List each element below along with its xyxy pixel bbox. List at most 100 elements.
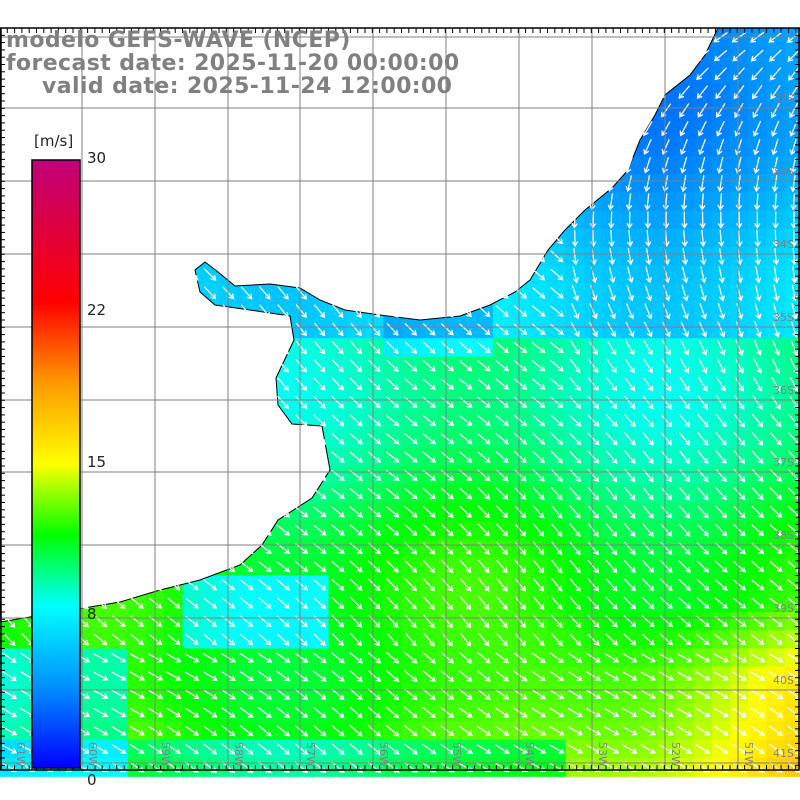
latitude-label: 33S — [773, 165, 794, 178]
wind-arrow-icon — [754, 284, 762, 302]
wind-arrow-icon — [258, 249, 271, 263]
wind-arrow-icon — [732, 578, 747, 591]
wind-arrow-icon — [640, 689, 656, 699]
wind-arrow-icon — [680, 175, 687, 193]
wind-arrow-icon — [678, 505, 691, 519]
wind-arrow-icon — [718, 229, 725, 248]
wind-arrow-icon — [478, 578, 490, 592]
wind-arrow-icon — [385, 651, 400, 664]
wind-arrow-icon — [130, 286, 144, 299]
wind-arrow-icon — [239, 597, 254, 609]
wind-arrow-icon — [112, 359, 125, 373]
wind-arrow-icon — [385, 688, 400, 701]
wind-arrow-icon — [699, 303, 708, 320]
wind-arrow-icon — [239, 505, 254, 518]
wind-arrow-icon — [440, 651, 455, 664]
wind-arrow-icon — [276, 706, 291, 719]
wind-arrow-icon — [21, 103, 34, 118]
wind-arrow-icon — [642, 523, 654, 537]
wind-arrow-icon — [495, 670, 510, 682]
wind-arrow-icon — [496, 121, 508, 136]
wind-arrow-icon — [551, 541, 563, 556]
wind-arrow-icon — [204, 340, 216, 355]
wind-arrow-icon — [276, 670, 291, 682]
wind-arrow-icon — [203, 67, 217, 80]
wind-arrow-icon — [769, 524, 783, 537]
wind-arrow-icon — [532, 596, 545, 610]
wind-arrow-icon — [660, 523, 673, 537]
wind-arrow-icon — [750, 743, 765, 755]
wind-arrow-icon — [277, 267, 289, 282]
wind-arrow-icon — [550, 268, 564, 281]
wind-arrow-icon — [440, 378, 455, 390]
wind-arrow-icon — [186, 413, 198, 428]
wind-arrow-icon — [699, 211, 706, 229]
wind-arrow-icon — [732, 597, 747, 609]
wind-arrow-icon — [3, 121, 15, 136]
wind-arrow-icon — [185, 579, 199, 591]
wind-arrow-icon — [2, 250, 17, 263]
wind-arrow-icon — [550, 360, 564, 372]
wind-arrow-icon — [661, 358, 672, 374]
wind-arrow-icon — [349, 451, 363, 463]
wind-arrow-icon — [587, 377, 599, 392]
wind-arrow-icon — [587, 450, 600, 464]
wind-arrow-icon — [276, 597, 290, 609]
wind-arrow-icon — [349, 652, 364, 664]
wind-arrow-icon — [642, 432, 654, 446]
wind-arrow-icon — [753, 175, 760, 193]
wind-arrow-icon — [751, 523, 765, 537]
wind-arrow-icon — [496, 559, 508, 574]
wind-arrow-icon — [698, 339, 708, 356]
wind-arrow-icon — [203, 86, 217, 99]
wind-arrow-icon — [440, 396, 455, 408]
wind-arrow-icon — [532, 523, 545, 537]
wind-arrow-icon — [476, 670, 491, 682]
wind-arrow-icon — [368, 158, 381, 172]
wind-arrow-icon — [623, 85, 636, 99]
wind-arrow-icon — [294, 451, 308, 464]
wind-arrow-icon — [642, 505, 654, 519]
wind-arrow-icon — [367, 560, 381, 573]
wind-arrow-icon — [404, 451, 418, 463]
wind-arrow-icon — [532, 176, 545, 191]
wind-arrow-icon — [458, 396, 473, 408]
wind-arrow-icon — [1, 689, 17, 700]
latitude-label: 37S — [773, 456, 794, 469]
wind-arrow-icon — [313, 177, 326, 190]
wind-arrow-icon — [422, 359, 436, 372]
wind-arrow-icon — [93, 232, 108, 244]
wind-arrow-icon — [642, 413, 654, 428]
wind-arrow-icon — [626, 266, 634, 284]
wind-arrow-icon — [459, 323, 473, 336]
wind-arrow-icon — [349, 396, 363, 409]
wind-arrow-icon — [276, 633, 290, 646]
wind-arrow-icon — [386, 377, 400, 391]
wind-arrow-icon — [368, 249, 380, 264]
wind-arrow-icon — [368, 304, 381, 318]
wind-arrow-icon — [625, 303, 635, 320]
wind-arrow-icon — [607, 321, 617, 338]
wind-arrow-icon — [642, 395, 654, 410]
wind-arrow-icon — [21, 85, 34, 100]
wind-arrow-icon — [258, 395, 271, 410]
wind-arrow-icon — [641, 578, 655, 592]
wind-arrow-icon — [625, 175, 633, 193]
wind-arrow-icon — [312, 506, 327, 518]
wind-arrow-icon — [569, 486, 581, 501]
wind-arrow-icon — [3, 103, 15, 118]
wind-arrow-icon — [735, 321, 744, 338]
wind-arrow-icon — [93, 726, 109, 736]
wind-arrow-icon — [112, 341, 126, 354]
wind-arrow-icon — [551, 578, 563, 592]
wind-arrow-icon — [440, 725, 455, 737]
wind-arrow-icon — [331, 158, 345, 172]
wind-arrow-icon — [185, 104, 199, 117]
wind-arrow-icon — [662, 303, 671, 320]
wind-arrow-icon — [349, 506, 364, 518]
wind-arrow-icon — [166, 214, 181, 226]
wind-arrow-icon — [167, 49, 180, 63]
wind-arrow-icon — [734, 358, 744, 374]
longitude-label: 52W — [669, 742, 682, 767]
wind-arrow-icon — [350, 249, 362, 264]
